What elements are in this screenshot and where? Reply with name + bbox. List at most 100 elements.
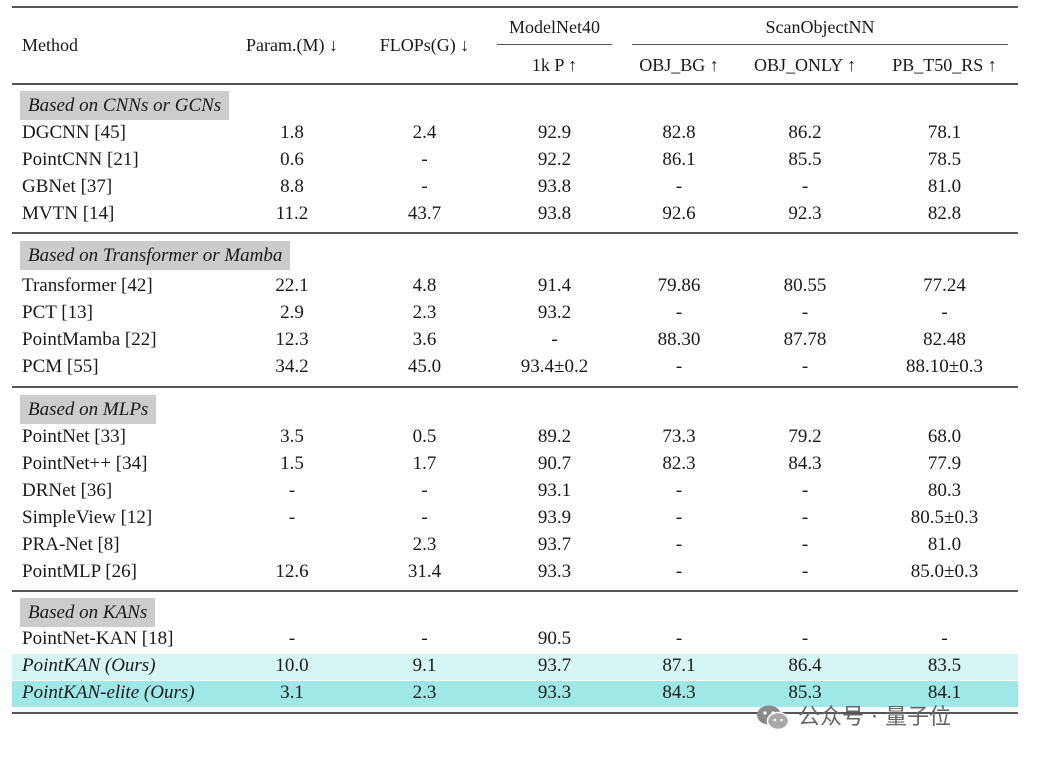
cell-flops: 1.7 (412, 453, 437, 474)
header-method: Method (22, 35, 78, 55)
cell-method: PointCNN [21] (22, 149, 139, 170)
cell-obj-bg: - (675, 176, 683, 197)
cell-param: - (288, 480, 296, 501)
cell-modelnet: 90.5 (537, 628, 572, 649)
cell-obj-only: 80.55 (783, 275, 827, 296)
cell-pb: - (941, 628, 948, 649)
cell-modelnet: 92.2 (537, 149, 572, 170)
cell-obj-bg: - (675, 356, 683, 377)
cell-obj-bg: 82.8 (662, 122, 696, 143)
cell-obj-bg: 73.3 (662, 426, 696, 447)
cell-flops: - (421, 176, 428, 197)
cell-obj-bg: 87.1 (662, 655, 696, 676)
cell-pb: 68.0 (927, 426, 962, 447)
cell-method: DRNet [36] (22, 480, 113, 501)
cell-flops: - (421, 628, 428, 649)
row-highlight-ours (12, 654, 1018, 680)
header-param: Param.(M) ↓ (246, 35, 338, 55)
cell-obj-only: 87.78 (783, 329, 827, 350)
header-modelnet: ModelNet40 (509, 17, 600, 37)
cell-obj-bg: - (675, 507, 683, 528)
scan-underline (632, 44, 1008, 45)
cell-method: PointKAN-elite (Ours) (22, 682, 195, 703)
watermark-text: 公众号 · 量子位 (798, 705, 951, 730)
section-rule-1 (12, 232, 1018, 234)
cell-obj-bg: - (675, 628, 683, 649)
cell-param: 1.5 (280, 453, 304, 474)
cell-pb: 82.8 (927, 203, 962, 224)
cell-obj-only: 86.2 (788, 122, 822, 143)
cell-flops: 2.3 (412, 534, 437, 555)
cell-param: 0.6 (280, 149, 304, 170)
cell-modelnet: 93.8 (537, 203, 572, 224)
cell-flops: 3.6 (412, 329, 437, 350)
cell-obj-only: - (801, 480, 809, 501)
cell-obj-only: - (801, 534, 809, 555)
cell-obj-only: 86.4 (788, 655, 822, 676)
header-pb: PB_T50_RS ↑ (892, 55, 997, 75)
cell-param: - (288, 507, 296, 528)
cell-obj-only: 85.3 (788, 682, 822, 703)
cell-param: 34.2 (275, 356, 309, 377)
cell-pb: 85.0±0.3 (910, 561, 979, 582)
row-highlight-elite (12, 681, 1018, 707)
cell-obj-only: - (801, 507, 809, 528)
cell-obj-bg: 86.1 (662, 149, 696, 170)
cell-pb: 82.48 (923, 329, 966, 350)
cell-flops: 9.1 (412, 655, 437, 676)
modelnet-underline (497, 44, 612, 45)
cell-obj-only: 79.2 (788, 426, 822, 447)
header-obj-bg: OBJ_BG ↑ (639, 55, 719, 75)
cell-obj-bg: 82.3 (662, 453, 696, 474)
cell-method: PCM [55] (22, 356, 99, 377)
cell-param: 8.8 (280, 176, 304, 197)
section-title: Based on KANs (20, 598, 156, 627)
cell-obj-only: 92.3 (788, 203, 822, 224)
cell-flops: - (421, 149, 428, 170)
cell-pb: 78.1 (927, 122, 962, 143)
cell-param: 12.3 (275, 329, 309, 350)
cell-modelnet: 93.8 (537, 176, 572, 197)
cell-pb: 77.9 (927, 453, 962, 474)
cell-obj-only: - (801, 302, 809, 323)
cell-param: 10.0 (275, 655, 309, 676)
header-rule (12, 83, 1018, 85)
cell-param: 1.8 (280, 122, 304, 143)
cell-obj-only: 85.5 (788, 149, 822, 170)
cell-method: PointNet++ [34] (22, 453, 148, 474)
cell-method: MVTN [14] (22, 203, 115, 224)
cell-method: PointMLP [26] (22, 561, 137, 582)
cell-modelnet: 93.1 (537, 480, 572, 501)
cell-pb: 80.3 (927, 480, 962, 501)
cell-modelnet: - (551, 329, 558, 350)
cell-obj-bg: - (675, 534, 683, 555)
cell-param: - (288, 628, 296, 649)
cell-flops: 4.8 (412, 275, 437, 296)
cell-obj-bg: 88.30 (657, 329, 701, 350)
cell-pb: - (941, 302, 948, 323)
cell-modelnet: 93.9 (537, 507, 572, 528)
cell-flops: 2.3 (412, 682, 437, 703)
cell-flops: 0.5 (412, 426, 437, 447)
cell-flops: - (421, 480, 428, 501)
header-flops: FLOPs(G) ↓ (379, 35, 470, 55)
cell-obj-only: - (801, 356, 809, 377)
section-rule-2 (12, 386, 1018, 388)
wechat-icon (757, 705, 790, 731)
cell-flops: 2.4 (412, 122, 437, 143)
cell-obj-only: 84.3 (788, 453, 822, 474)
cell-pb: 88.10±0.3 (906, 356, 983, 377)
cell-param (227, 532, 357, 558)
cell-pb: 83.5 (927, 655, 962, 676)
results-table: Method Param.(M) ↓ FLOPs(G) ↓ ModelNet40… (12, 0, 1018, 720)
cell-method: PointNet [33] (22, 426, 126, 447)
cell-method: PRA-Net [8] (22, 534, 120, 555)
cell-pb: 81.0 (927, 176, 962, 197)
watermark: 公众号 · 量子位 (756, 700, 951, 736)
cell-flops: 2.3 (412, 302, 437, 323)
cell-pb: 84.1 (927, 682, 962, 703)
cell-flops: 43.7 (407, 203, 442, 224)
cell-obj-only: - (801, 628, 809, 649)
cell-obj-bg: - (675, 561, 683, 582)
cell-method: PointMamba [22] (22, 329, 157, 350)
